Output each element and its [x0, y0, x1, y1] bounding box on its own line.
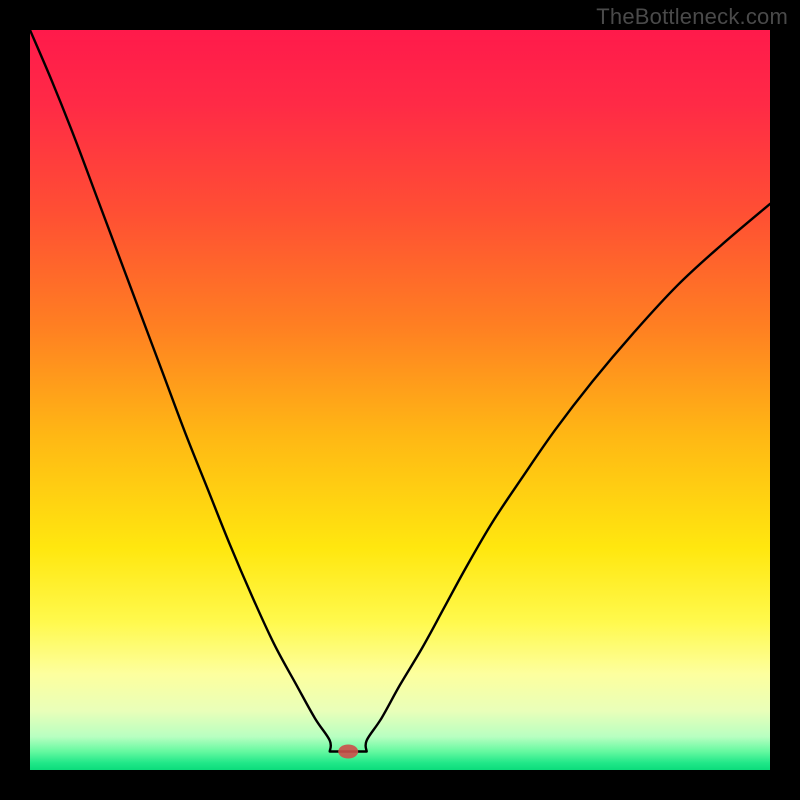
- watermark-text: TheBottleneck.com: [596, 4, 788, 30]
- chart-frame: TheBottleneck.com: [0, 0, 800, 800]
- vertex-marker: [338, 745, 358, 759]
- plot-area: [30, 30, 770, 770]
- gradient-background: [30, 30, 770, 770]
- plot-svg: [30, 30, 770, 770]
